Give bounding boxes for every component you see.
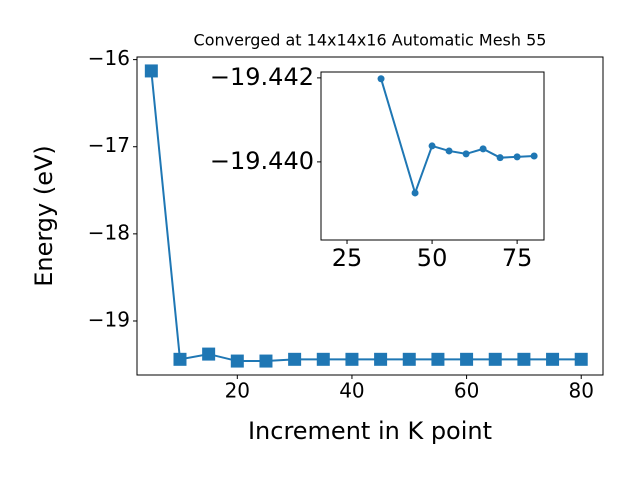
x-tick-label: 40	[339, 379, 364, 403]
marker	[488, 352, 502, 366]
x-tick-label: 80	[568, 379, 593, 403]
x-axis-label: Increment in K point	[248, 417, 492, 445]
marker	[402, 352, 416, 366]
marker	[173, 352, 187, 366]
x-tick-label: 50	[417, 244, 448, 272]
marker	[202, 347, 216, 361]
marker	[411, 189, 419, 197]
marker	[345, 352, 359, 366]
y-tick-label: −19.442	[210, 63, 314, 91]
x-tick-label: 75	[502, 244, 533, 272]
x-tick-label: 20	[225, 379, 250, 403]
data-line	[150, 70, 582, 363]
y-axis-label: Energy (eV)	[30, 145, 58, 287]
marker	[144, 64, 158, 78]
y-tick-label: −18	[88, 220, 130, 244]
marker	[574, 352, 588, 366]
x-tick-label: 60	[454, 379, 479, 403]
y-tick-label: −19	[88, 307, 130, 331]
marker	[377, 75, 385, 83]
marker	[460, 352, 474, 366]
y-tick-label: −16	[88, 46, 130, 70]
marker	[496, 154, 504, 162]
marker	[445, 147, 453, 155]
marker	[479, 145, 487, 153]
marker	[428, 142, 436, 150]
marker	[230, 354, 244, 368]
x-tick-label: 25	[332, 244, 363, 272]
marker	[517, 352, 531, 366]
plot-area	[320, 71, 545, 241]
marker	[288, 352, 302, 366]
marker	[530, 152, 538, 160]
marker	[546, 352, 560, 366]
y-tick-label: −17	[88, 133, 130, 157]
chart-title: Converged at 14x14x16 Automatic Mesh 55	[194, 31, 547, 50]
marker	[374, 352, 388, 366]
marker	[316, 352, 330, 366]
marker	[462, 150, 470, 158]
marker	[431, 352, 445, 366]
marker	[513, 153, 521, 161]
y-tick-label: −19.440	[210, 147, 314, 175]
marker	[259, 354, 273, 368]
